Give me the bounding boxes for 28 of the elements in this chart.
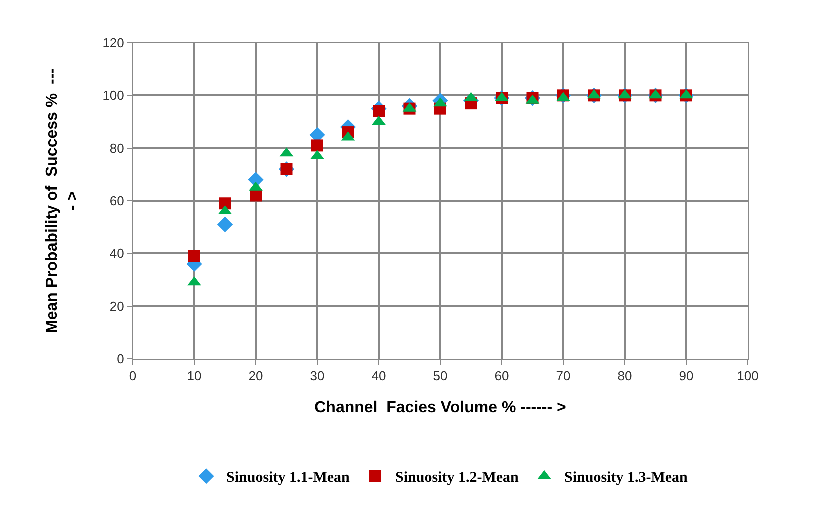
x-tick-label: 100 [737,368,759,384]
x-tick-label: 80 [618,368,632,384]
y-tick-label: 80 [110,140,124,156]
point [217,216,234,232]
y-tick-label: 120 [102,36,124,51]
y-tick-label: 0 [117,352,124,367]
legend-label: Sinuosity 1.3-Mean [564,470,689,486]
x-tick-label: 30 [310,368,325,384]
x-tick-label: 60 [494,368,510,384]
legend-label: Sinuosity 1.2-Mean [396,470,520,486]
y-tick-label: 40 [110,246,124,262]
y-axis-title: Mean Probability of Success % --- - > [44,68,82,334]
x-tick-label: 90 [679,368,694,384]
y-tick-label: 20 [110,298,124,314]
point [373,105,385,118]
x-tick-label: 50 [433,368,448,384]
y-tick-label: 60 [110,194,124,209]
x-tick-label: 10 [187,368,202,384]
x-tick-label: 40 [372,368,386,384]
point [219,198,232,210]
x-tick-label: 20 [248,368,264,384]
legend-label: Sinuosity 1.1-Mean [226,470,351,486]
x-tick-label: 70 [556,368,571,384]
point [188,250,200,262]
x-axis-title: Channel Facies Volume % ------ > [314,399,566,416]
point [312,140,324,152]
x-tick-label: 0 [129,368,137,384]
y-tick-label: 100 [102,88,124,104]
